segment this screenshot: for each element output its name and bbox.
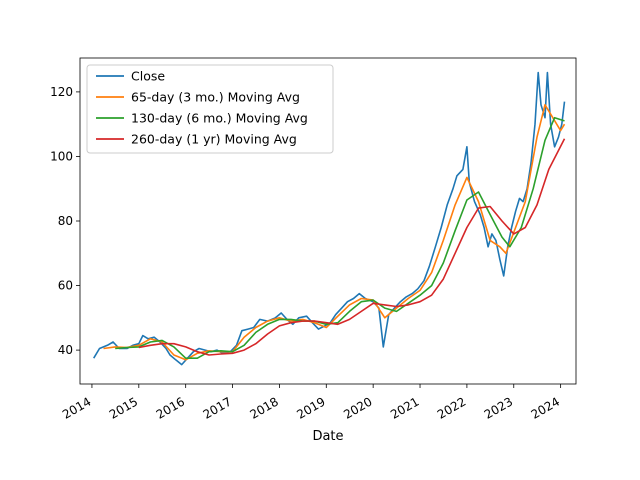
x-axis-label: Date [312, 429, 343, 444]
y-tick-label: 100 [50, 149, 73, 163]
series-group [93, 71, 566, 366]
legend-label: 130-day (6 mo.) Moving Avg [131, 111, 308, 126]
y-tick-label: 60 [58, 279, 73, 293]
series-line-1 [103, 104, 566, 361]
legend-label: Close [131, 69, 165, 84]
y-tick-label: 120 [50, 85, 73, 99]
legend-frame [86, 64, 334, 154]
y-tick-label: 40 [58, 343, 73, 357]
series-line-0 [93, 71, 566, 366]
series-line-3 [138, 138, 566, 356]
legend-label: 65-day (3 mo.) Moving Avg [131, 90, 300, 105]
y-axis: 40 60 80 100 120 [50, 85, 80, 357]
legend: Close 65-day (3 mo.) Moving Avg 130-day (6… [86, 64, 334, 154]
y-tick-label: 80 [58, 214, 73, 228]
series-line-2 [115, 116, 565, 359]
legend-label: 260-day (1 yr) Moving Avg [131, 132, 297, 147]
